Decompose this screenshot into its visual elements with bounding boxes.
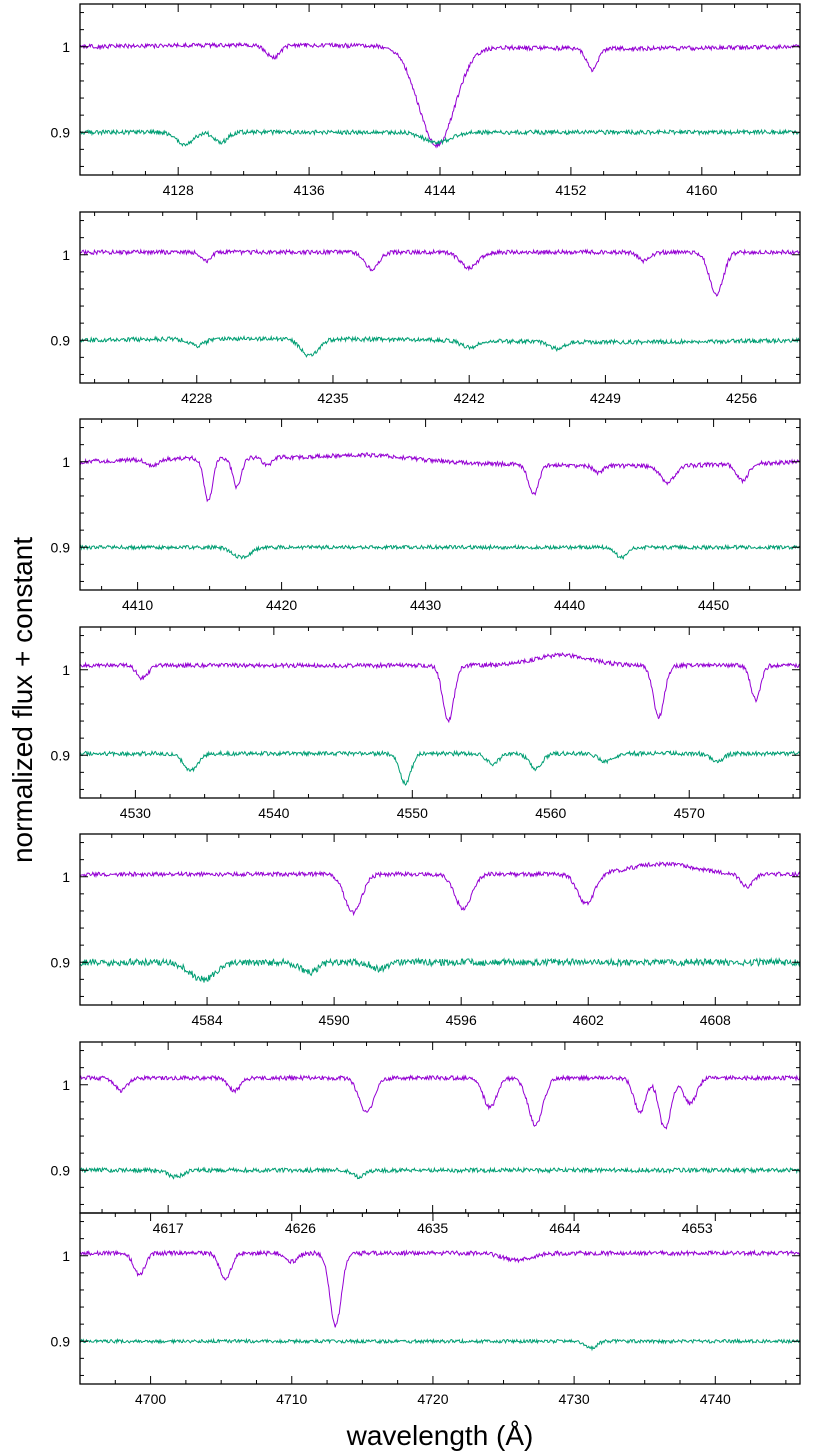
panel-frame (79, 211, 801, 384)
panel-frame (79, 1212, 801, 1385)
x-tick-label: 4136 (294, 182, 325, 198)
spectrum-line-upper (80, 860, 800, 917)
x-tick-label: 4256 (726, 390, 757, 406)
spectrum-line-upper (80, 1074, 800, 1130)
spectrum-panel-2: 4228 4235 4242 4249 4256 1 0.9 (51, 211, 801, 406)
x-tick-label: 4249 (590, 390, 621, 406)
y-tick-label: 0.9 (51, 539, 71, 555)
y-axis-title: normalized flux + constant (7, 537, 38, 863)
y-tick-label: 1 (62, 1248, 70, 1264)
x-tick-label: 4602 (573, 1012, 604, 1028)
x-tick-label: 4440 (554, 597, 585, 613)
spectrum-panel-4: 4530 4540 4550 4560 4570 1 0.9 (51, 626, 801, 821)
x-tick-label: 4160 (686, 182, 717, 198)
x-tick-label: 4635 (417, 1220, 448, 1236)
y-tick-label: 1 (62, 39, 70, 55)
x-tick-label: 4450 (698, 597, 729, 613)
x-tick-label: 4653 (682, 1220, 713, 1236)
spectra-panels: 4128 4136 4144 4152 4160 1 0.9 4228 4235 4242 4249… (51, 3, 801, 1407)
x-tick-label: 4590 (319, 1012, 350, 1028)
spectrum-panel-6: 4617 4626 4635 4644 4653 1 0.9 (51, 1041, 801, 1236)
spectrum-panel-5: 4584 4590 4596 4602 4608 1 0.9 (51, 833, 801, 1028)
spectrum-line-upper (80, 41, 800, 149)
panel-frame (79, 1041, 801, 1214)
x-tick-label: 4410 (122, 597, 153, 613)
x-tick-label: 4570 (674, 805, 705, 821)
y-tick-label: 1 (62, 662, 70, 678)
x-tick-label: 4430 (410, 597, 441, 613)
y-tick-label: 1 (62, 1077, 70, 1093)
y-tick-label: 0.9 (51, 332, 71, 348)
spectrum-line-upper (80, 452, 800, 503)
x-tick-label: 4730 (559, 1391, 590, 1407)
x-tick-label: 4720 (417, 1391, 448, 1407)
x-tick-label: 4550 (397, 805, 428, 821)
x-tick-label: 4144 (424, 182, 455, 198)
y-tick-label: 0.9 (51, 124, 71, 140)
x-tick-label: 4700 (135, 1391, 166, 1407)
x-tick-label: 4540 (258, 805, 289, 821)
spectrum-line-lower (80, 749, 800, 786)
panel-frame (79, 418, 801, 591)
spectrum-panel-1: 4128 4136 4144 4152 4160 1 0.9 (51, 3, 801, 198)
panel-frame (79, 626, 801, 799)
x-tick-label: 4420 (266, 597, 297, 613)
x-tick-label: 4596 (446, 1012, 477, 1028)
x-tick-label: 4617 (153, 1220, 184, 1236)
x-tick-label: 4740 (700, 1391, 731, 1407)
spectrum-panel-7: 4700 4710 4720 4730 4740 1 0.9 (51, 1212, 801, 1407)
x-tick-label: 4235 (317, 390, 348, 406)
panel-frame (79, 833, 801, 1006)
x-tick-label: 4560 (535, 805, 566, 821)
spectrum-line-upper (80, 1249, 800, 1328)
x-tick-label: 4584 (191, 1012, 222, 1028)
spectrum-line-lower (80, 1166, 800, 1180)
spectrum-line-lower (80, 957, 800, 983)
x-tick-label: 4608 (700, 1012, 731, 1028)
x-tick-label: 4710 (276, 1391, 307, 1407)
spectrum-line-lower (80, 128, 800, 147)
spectrum-line-upper (80, 651, 800, 724)
y-tick-label: 0.9 (51, 747, 71, 763)
spectrum-line-lower (80, 1337, 800, 1352)
y-tick-label: 0.9 (51, 1162, 71, 1178)
y-tick-label: 1 (62, 454, 70, 470)
x-tick-label: 4242 (454, 390, 485, 406)
x-axis-title: wavelength (Å) (346, 1420, 534, 1451)
panel-frame (79, 3, 801, 176)
spectrum-line-upper (80, 248, 800, 297)
x-tick-label: 4530 (120, 805, 151, 821)
x-tick-label: 4644 (549, 1220, 580, 1236)
spectrum-panel-3: 4410 4420 4430 4440 4450 1 0.9 (51, 418, 801, 613)
y-tick-label: 0.9 (51, 1333, 71, 1349)
spectrum-line-lower (80, 543, 800, 561)
x-tick-label: 4626 (285, 1220, 316, 1236)
y-tick-label: 0.9 (51, 954, 71, 970)
y-tick-label: 1 (62, 869, 70, 885)
x-tick-label: 4228 (181, 390, 212, 406)
y-tick-label: 1 (62, 247, 70, 263)
spectrum-line-lower (80, 334, 800, 358)
x-tick-label: 4152 (555, 182, 586, 198)
x-tick-label: 4128 (163, 182, 194, 198)
